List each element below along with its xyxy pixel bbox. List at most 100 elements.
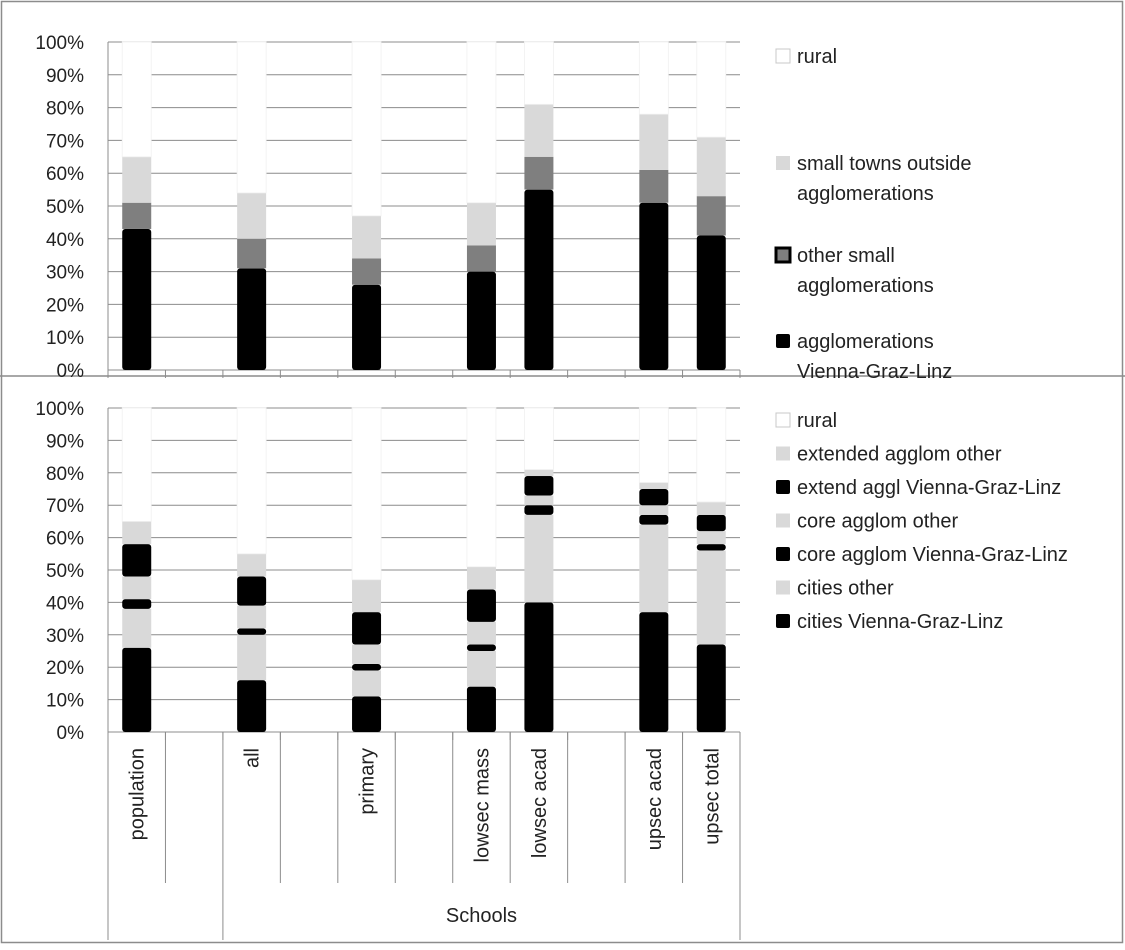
bar-segment [236,407,267,555]
bar-segment [466,407,497,568]
bar-segment [639,489,669,506]
legend-label: cities other [797,578,894,600]
bar-segment [466,41,497,204]
bar-segment [122,544,152,577]
bar-segment [524,602,554,732]
bar-segment [352,696,382,732]
bar-segment [121,41,152,158]
bar-segment [639,505,669,515]
bar-segment [696,531,726,545]
bar-segment [351,41,382,217]
y-tick-label: 30% [46,263,84,284]
bar-segment [524,469,554,477]
y-tick-label: 60% [46,529,84,550]
bar-segment [639,514,669,525]
bar-segment [466,271,496,370]
legend-swatch [774,246,792,264]
category-label: lowsec mass [471,748,493,862]
y-tick-label: 40% [46,230,84,251]
legend-swatch [776,446,790,461]
bar-segment [236,41,267,194]
bar-segment [122,608,152,648]
y-tick-label: 90% [46,431,84,452]
bar-segment [466,686,496,732]
bar-segment [352,612,382,645]
legend-swatch [775,412,791,428]
y-tick-label: 70% [46,496,84,517]
bar-segment [122,647,152,732]
y-tick-label: 100% [35,33,84,54]
bar-segment [638,407,669,483]
y-tick-label: 40% [46,593,84,614]
y-tick-label: 90% [46,66,84,87]
legend-swatch [776,480,790,494]
bar-segment [352,644,382,664]
bar-segment [237,268,267,370]
y-tick-label: 10% [46,328,84,349]
bar-segment [237,576,267,606]
bar-segment [237,238,267,269]
bar-segment [122,228,152,370]
bar-segment [524,407,554,470]
y-tick-label: 50% [46,197,84,218]
group-label: Schools [446,905,517,927]
category-label: upsec total [701,748,723,845]
category-label: all [242,748,264,768]
legend-label: cities Vienna-Graz-Linz [797,611,1003,633]
category-label: population [127,748,149,840]
category-label: primary [357,748,379,815]
bar-segment [352,670,382,697]
legend-label: small towns outside [797,153,972,175]
bar-segment [524,189,554,370]
bar-segment [696,196,726,236]
bar-segment [696,41,727,138]
bar-segment [524,41,554,105]
legend-swatch [776,580,790,595]
bar-segment [466,644,496,651]
bar-segment [696,137,726,197]
bar-segment [237,680,267,732]
bar-segment [639,482,669,489]
y-tick-label: 20% [46,295,84,316]
bar-segment [466,202,496,246]
legend-swatch [775,48,791,64]
legend-label: other small [797,245,895,267]
bar-segment [352,215,382,259]
y-tick-label: 60% [46,164,84,185]
y-tick-label: 30% [46,626,84,647]
bar-segment [524,156,554,190]
bar-segment [352,258,382,285]
legend-label: rural [797,46,837,68]
bar-segment [466,245,496,272]
bar-segment [122,576,152,600]
bar-segment [696,407,727,503]
bar-segment [466,621,496,645]
y-tick-label: 100% [35,399,84,420]
bar-segment [237,553,267,577]
category-label: lowsec acad [529,748,551,858]
legend-swatch [776,614,790,628]
legend-label: extended agglom other [797,444,1002,466]
bar-segment [121,407,152,522]
bar-segment [122,521,152,545]
bar-segment [696,501,726,515]
panel-2: 0% 10% 20% 30% 40% 50% 60% 70% 80% 90% 100% rural ex… [35,399,1068,940]
bar-segment [352,579,382,613]
bar-segment [638,41,669,115]
legend-label: core agglom Vienna-Graz-Linz [797,544,1068,566]
bar-segment [524,514,554,603]
legend-swatch [776,156,790,170]
bar-segment [466,566,496,590]
y-tick-label: 80% [46,99,84,120]
bar-segment [524,104,554,157]
y-tick-label: 80% [46,464,84,485]
bar-segment [696,544,726,551]
bar-segment [466,651,496,687]
bar-segment [237,628,267,635]
bar-segment [524,505,554,515]
bar-segment [237,605,267,629]
bar-segment [122,599,152,609]
